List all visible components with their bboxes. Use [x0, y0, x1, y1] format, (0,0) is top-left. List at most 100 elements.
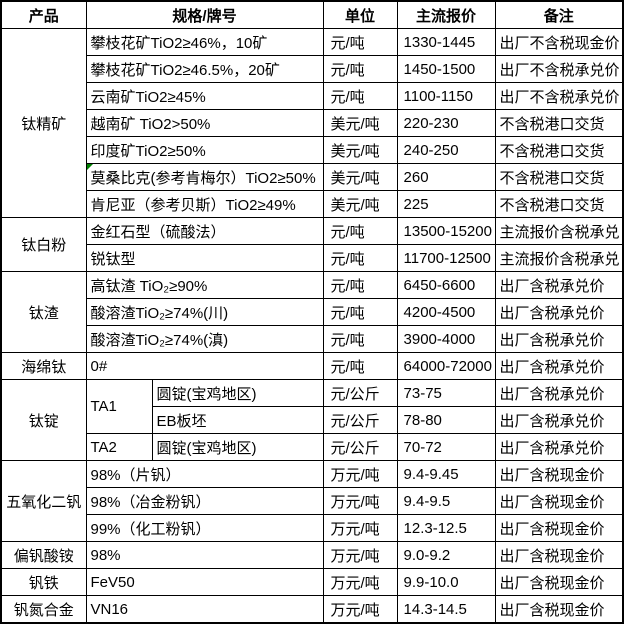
- spec-text: 莫桑比克(参考肯梅尔）TiO2≥50%: [90, 169, 316, 187]
- table-row: 偏钒酸铵 98% 万元/吨 9.0-9.2 出厂含税现金价: [0, 541, 624, 569]
- spec-cell: 攀枝花矿TiO2≥46%，10矿: [85, 28, 324, 56]
- unit-cell: 美元/吨: [322, 136, 398, 164]
- grade-cell: TA1: [85, 379, 153, 434]
- product-cell: 海绵钛: [0, 352, 87, 380]
- spec-cell: 金红石型（硫酸法）: [85, 217, 324, 245]
- spec-cell: 98%（片钒）: [85, 460, 324, 488]
- price-cell: 9.0-9.2: [396, 541, 496, 569]
- spec-cell: 肯尼亚（参考贝斯）TiO2≥49%: [85, 190, 324, 218]
- spec-cell: 0#: [85, 352, 324, 380]
- spec-cell: 圆锭(宝鸡地区): [151, 433, 324, 461]
- table-row: 云南矿TiO2≥45% 元/吨 1100-1150 出厂不含税承兑价: [1, 82, 624, 110]
- unit-cell: 元/吨: [322, 82, 398, 110]
- price-cell: 73-75: [396, 379, 496, 407]
- unit-cell: 元/吨: [322, 217, 398, 245]
- remark-cell: 出厂含税承兑价: [494, 379, 624, 407]
- remark-cell: 出厂不含税承兑价: [494, 55, 624, 83]
- product-cell: 钛渣: [0, 271, 87, 353]
- unit-cell: 美元/吨: [322, 109, 398, 137]
- grade-cell: TA2: [85, 433, 153, 461]
- spec-cell: 酸溶渣TiO₂≥74%(滇): [85, 325, 324, 353]
- header-unit: 单位: [322, 0, 398, 29]
- unit-cell: 万元/吨: [322, 514, 398, 542]
- header-remark: 备注: [494, 0, 624, 29]
- remark-cell: 出厂不含税承兑价: [494, 82, 624, 110]
- header-product: 产品: [0, 0, 87, 29]
- unit-cell: 元/吨: [322, 325, 398, 353]
- table-row: 酸溶渣TiO₂≥74%(滇) 元/吨 3900-4000 出厂含税承兑价: [1, 325, 624, 353]
- unit-cell: 万元/吨: [322, 460, 398, 488]
- remark-cell: 出厂含税现金价: [494, 568, 624, 596]
- product-cell: 钛白粉: [0, 217, 87, 272]
- price-cell: 1330-1445: [396, 28, 496, 56]
- table-row: TA2 圆锭(宝鸡地区) 元/公斤 70-72 出厂含税承兑价: [1, 433, 624, 461]
- remark-cell: 出厂含税承兑价: [494, 298, 624, 326]
- remark-cell: 出厂不含税现金价: [494, 28, 624, 56]
- price-cell: 3900-4000: [396, 325, 496, 353]
- remark-cell: 出厂含税承兑价: [494, 271, 624, 299]
- table-row: 肯尼亚（参考贝斯）TiO2≥49% 美元/吨 225 不含税港口交货: [1, 190, 624, 218]
- table-row: 98%（冶金粉钒） 万元/吨 9.4-9.5 出厂含税现金价: [1, 487, 624, 515]
- spec-cell: 99%（化工粉钒）: [85, 514, 324, 542]
- spec-cell: VN16: [85, 595, 324, 624]
- spec-cell: FeV50: [85, 568, 324, 596]
- table-row: 钛精矿 攀枝花矿TiO2≥46%，10矿 元/吨 1330-1445 出厂不含税…: [0, 28, 624, 218]
- product-cell: 五氧化二钒: [0, 460, 87, 542]
- unit-cell: 美元/吨: [322, 190, 398, 218]
- remark-cell: 出厂含税现金价: [494, 460, 624, 488]
- price-cell: 64000-72000: [396, 352, 496, 380]
- cell-error-marker-icon: [87, 164, 93, 170]
- table-row: 五氧化二钒 98%（片钒） 万元/吨 9.4-9.45 出厂含税现金价: [0, 460, 624, 542]
- price-cell: 9.9-10.0: [396, 568, 496, 596]
- remark-cell: 不含税港口交货: [494, 109, 624, 137]
- price-cell: 1100-1150: [396, 82, 496, 110]
- table-row: 钛白粉 金红石型（硫酸法） 元/吨 13500-15200 主流报价含税承兑: [0, 217, 624, 272]
- unit-cell: 元/公斤: [322, 406, 398, 434]
- price-cell: 78-80: [396, 406, 496, 434]
- product-cell: 钒铁: [0, 568, 87, 596]
- remark-cell: 出厂含税承兑价: [494, 406, 624, 434]
- remark-cell: 主流报价含税承兑: [494, 217, 624, 245]
- table-row: 莫桑比克(参考肯梅尔）TiO2≥50% 美元/吨 260 不含税港口交货: [1, 163, 624, 191]
- header-row: 产品 规格/牌号 单位 主流报价 备注: [0, 0, 624, 29]
- spec-cell: 印度矿TiO2≥50%: [85, 136, 324, 164]
- table-row: 99%（化工粉钒） 万元/吨 12.3-12.5 出厂含税现金价: [1, 514, 624, 542]
- price-cell: 13500-15200: [396, 217, 496, 245]
- table-row: 锐钛型 元/吨 11700-12500 主流报价含税承兑: [1, 244, 624, 272]
- remark-cell: 出厂含税现金价: [494, 541, 624, 569]
- remark-cell: 出厂含税现金价: [494, 595, 624, 624]
- spec-cell: 98%（冶金粉钒）: [85, 487, 324, 515]
- product-cell: 钛精矿: [0, 28, 87, 218]
- unit-cell: 元/吨: [322, 28, 398, 56]
- price-cell: 220-230: [396, 109, 496, 137]
- remark-cell: 不含税港口交货: [494, 163, 624, 191]
- product-cell: 钒氮合金: [0, 595, 87, 624]
- price-cell: 225: [396, 190, 496, 218]
- product-cell: 偏钒酸铵: [0, 541, 87, 569]
- unit-cell: 元/吨: [322, 298, 398, 326]
- table-row: 印度矿TiO2≥50% 美元/吨 240-250 不含税港口交货: [1, 136, 624, 164]
- price-cell: 9.4-9.45: [396, 460, 496, 488]
- remark-cell: 出厂含税现金价: [494, 487, 624, 515]
- remark-cell: 主流报价含税承兑: [494, 244, 624, 272]
- table-row: 钛锭 TA1 圆锭(宝鸡地区) 元/公斤 73-75 出厂含税承兑价: [0, 379, 624, 461]
- table-row: 越南矿 TiO2>50% 美元/吨 220-230 不含税港口交货: [1, 109, 624, 137]
- unit-cell: 元/吨: [322, 352, 398, 380]
- header-price: 主流报价: [396, 0, 496, 29]
- table-row: EB板坯 元/公斤 78-80 出厂含税承兑价: [1, 406, 624, 434]
- remark-cell: 出厂含税承兑价: [494, 433, 624, 461]
- unit-cell: 万元/吨: [322, 568, 398, 596]
- price-cell: 11700-12500: [396, 244, 496, 272]
- unit-cell: 元/吨: [322, 271, 398, 299]
- remark-cell: 出厂含税承兑价: [494, 352, 624, 380]
- table-row: 钛渣 高钛渣 TiO₂≥90% 元/吨 6450-6600 出厂含税承兑价: [0, 271, 624, 353]
- spec-cell: 攀枝花矿TiO2≥46.5%，20矿: [85, 55, 324, 83]
- unit-cell: 万元/吨: [322, 487, 398, 515]
- unit-cell: 万元/吨: [322, 595, 398, 624]
- spec-cell: 高钛渣 TiO₂≥90%: [85, 271, 324, 299]
- product-cell: 钛锭: [0, 379, 87, 461]
- unit-cell: 元/吨: [322, 244, 398, 272]
- table-row: 攀枝花矿TiO2≥46.5%，20矿 元/吨 1450-1500 出厂不含税承兑…: [1, 55, 624, 83]
- unit-cell: 万元/吨: [322, 541, 398, 569]
